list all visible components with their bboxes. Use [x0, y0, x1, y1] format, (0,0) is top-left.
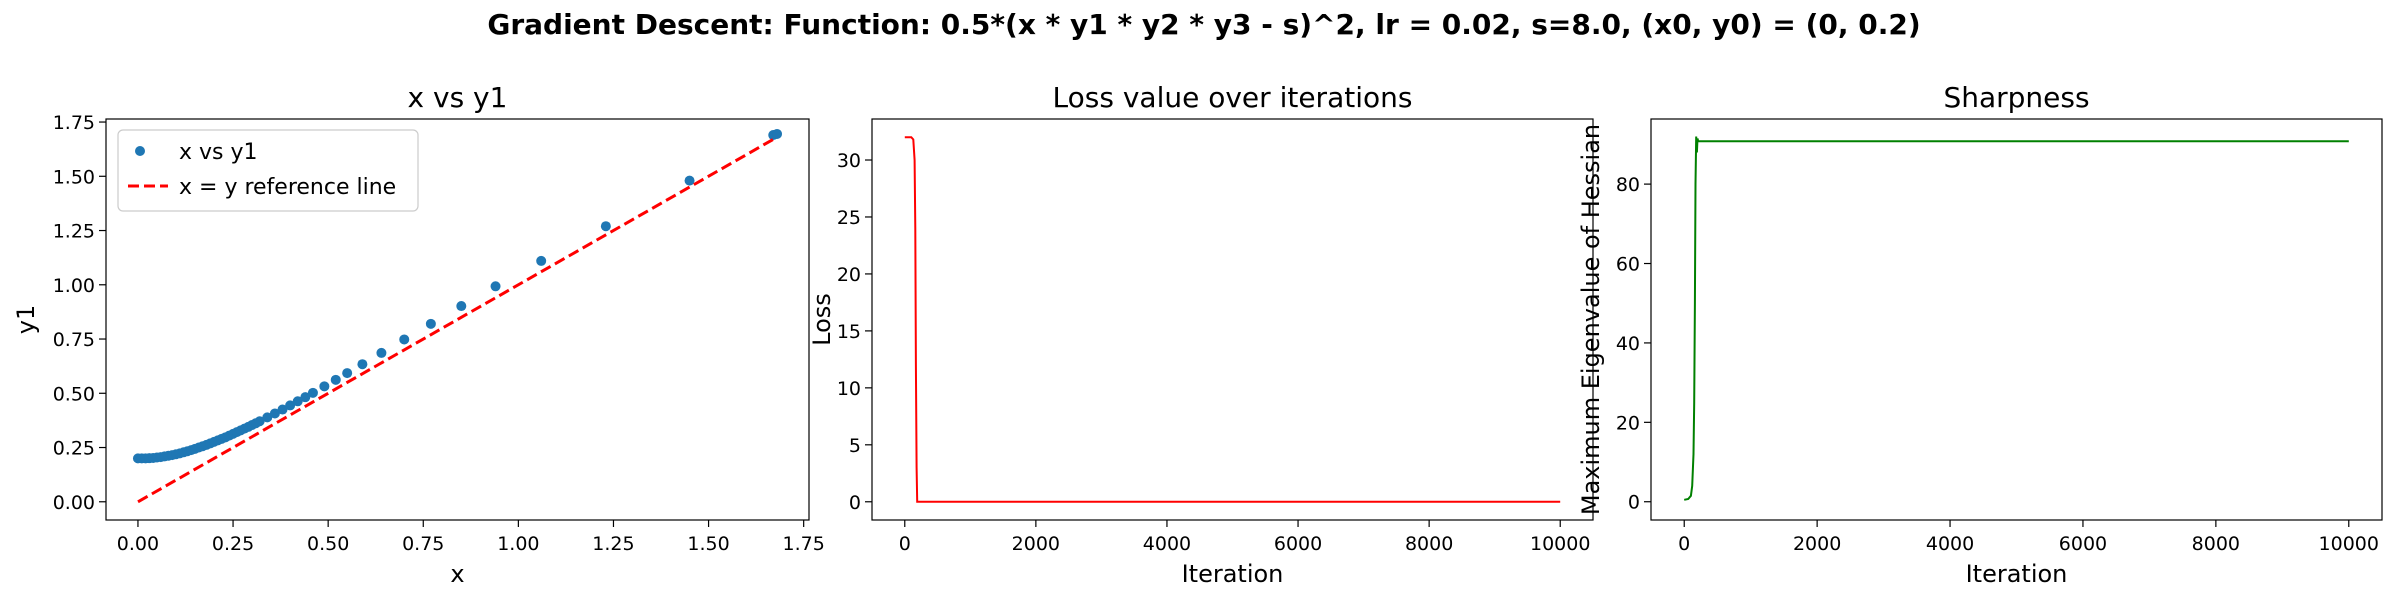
scatter-point	[536, 255, 547, 266]
y-tick-label: 25	[837, 207, 861, 229]
legend-label: x vs y1	[179, 140, 258, 165]
series-line	[1684, 136, 2349, 501]
y-axis-label: Maximum Eigenvalue of Hessian	[1577, 124, 1605, 515]
legend-label: x = y reference line	[179, 175, 396, 200]
y-tick-label: 20	[1616, 412, 1640, 434]
x-tick-label: 0.25	[212, 533, 254, 555]
scatter-point	[300, 392, 311, 403]
x-tick-label: 10000	[1530, 533, 1590, 555]
y-tick-label: 60	[1616, 254, 1640, 276]
scatter-point	[357, 359, 368, 370]
scatter-point	[456, 301, 467, 312]
scatter-point	[330, 374, 341, 385]
legend: x vs y1 x = y reference line	[117, 129, 419, 212]
y-tick-label: 0.75	[53, 329, 95, 351]
scatter-point	[376, 347, 387, 358]
y-tick-label: 5	[849, 435, 861, 457]
y-tick-label: 80	[1616, 174, 1640, 196]
y-axis-label: Loss	[808, 293, 836, 346]
x-tick-label: 1.25	[592, 533, 634, 555]
x-tick-label: 0	[1678, 533, 1690, 555]
scatter-point	[262, 412, 273, 423]
y-tick-label: 30	[837, 150, 861, 172]
y-tick-label: 1.00	[53, 275, 95, 297]
y-tick-label: 1.75	[53, 112, 95, 134]
series-line	[904, 136, 1561, 503]
x-tick-label: 6000	[2059, 533, 2107, 555]
x-axis-label: x	[450, 560, 464, 588]
scatter-point	[277, 404, 288, 415]
plot-frame	[871, 118, 1594, 521]
legend-box	[117, 129, 419, 212]
scatter-point	[425, 318, 436, 329]
x-tick-label: 10000	[2319, 533, 2379, 555]
plot-frame	[1650, 118, 2383, 521]
x-axis-label: Iteration	[1182, 560, 1284, 588]
panel-title: Loss value over iterations	[1053, 81, 1413, 114]
x-tick-label: 0	[899, 533, 911, 555]
x-tick-label: 0.00	[117, 533, 159, 555]
y-tick-label: 15	[837, 321, 861, 343]
scatter-point	[254, 416, 265, 427]
scatter-point	[399, 334, 410, 345]
x-tick-label: 6000	[1274, 533, 1322, 555]
scatter-point	[342, 368, 353, 379]
legend-marker-scatter	[135, 146, 145, 156]
y-tick-label: 0.00	[53, 492, 95, 514]
y-axis-label: y1	[12, 305, 40, 334]
scatter-point	[684, 175, 695, 186]
scatter-point	[772, 128, 783, 139]
scatter-point	[285, 400, 296, 411]
x-tick-label: 2000	[1793, 533, 1841, 555]
y-tick-label: 0.50	[53, 383, 95, 405]
x-tick-label: 0.75	[402, 533, 444, 555]
panel-x-vs-y1: x vs y1 0.00 0.25 0.50 0.75 1.00 1.25 1.50 1.75 0…	[12, 81, 825, 588]
x-tick-label: 8000	[1405, 533, 1453, 555]
x-tick-label: 2000	[1012, 533, 1060, 555]
x-tick-label: 1.00	[497, 533, 539, 555]
panel-title: Sharpness	[1943, 81, 2089, 114]
panel-sharpness: Sharpness 0 2000 4000 6000 8000 10000 0 20 40 60 80…	[1577, 81, 2383, 588]
x-tick-label: 4000	[1143, 533, 1191, 555]
scatter-point	[319, 381, 330, 392]
x-tick-label: 4000	[1926, 533, 1974, 555]
y-tick-label: 0.25	[53, 438, 95, 460]
scatter-point	[307, 387, 318, 398]
x-tick-label: 1.50	[687, 533, 729, 555]
y-tick-label: 0	[1628, 492, 1640, 514]
scatter-point	[269, 408, 280, 419]
plot-frame	[105, 118, 810, 521]
y-tick-label: 1.50	[53, 166, 95, 188]
panel-title: x vs y1	[408, 81, 508, 114]
x-axis-label: Iteration	[1966, 560, 2068, 588]
panel-loss: Loss value over iterations 0 2000 4000 6000 8…	[808, 81, 1594, 588]
y-tick-label: 10	[837, 378, 861, 400]
scatter-point	[292, 396, 303, 407]
scatter-point	[600, 221, 611, 232]
y-tick-label: 1.25	[53, 221, 95, 243]
x-tick-label: 1.75	[783, 533, 825, 555]
y-tick-label: 0	[849, 492, 861, 514]
x-tick-label: 8000	[2192, 533, 2240, 555]
figure-suptitle: Gradient Descent: Function: 0.5*(x * y1 …	[487, 8, 1920, 41]
y-tick-label: 40	[1616, 333, 1640, 355]
scatter-point	[490, 281, 501, 292]
y-tick-label: 20	[837, 264, 861, 286]
reference-line	[137, 135, 778, 504]
x-tick-label: 0.50	[307, 533, 349, 555]
